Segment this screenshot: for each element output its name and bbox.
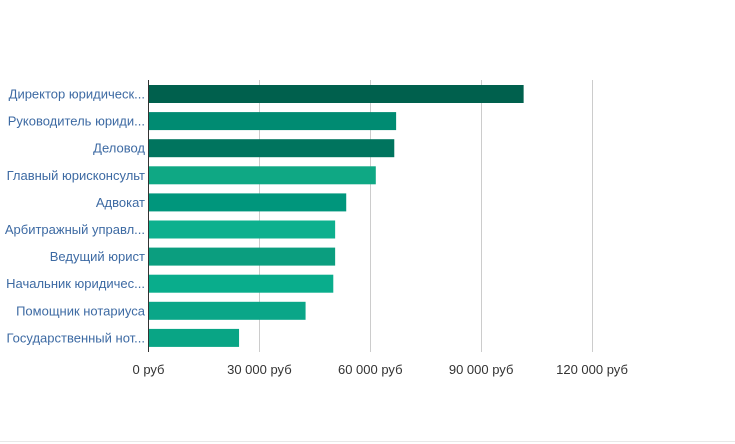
bar-1[interactable] [149, 112, 397, 131]
category-label-8: Помощник нотариуса [16, 303, 146, 318]
x-tick-label-4: 120 000 руб [556, 362, 628, 377]
bars [149, 85, 524, 347]
category-label-0: Директор юридическ... [9, 87, 145, 102]
x-tick-label-0: 0 руб [132, 362, 164, 377]
category-labels: Директор юридическ... Руководитель юриди.… [5, 87, 146, 346]
bar-5[interactable] [149, 220, 336, 239]
category-label-1: Руководитель юриди... [8, 114, 145, 129]
bar-0[interactable] [149, 85, 524, 103]
bar-9[interactable] [149, 328, 240, 347]
bar-6[interactable] [149, 247, 336, 266]
bar-8[interactable] [149, 301, 306, 320]
category-label-7: Начальник юридичес... [6, 276, 145, 291]
x-tick-labels: 0 руб 30 000 руб 60 000 руб 90 000 руб 120 0… [132, 362, 627, 377]
category-label-4: Адвокат [96, 195, 145, 210]
bar-3[interactable] [149, 166, 376, 185]
bar-7[interactable] [149, 274, 334, 293]
bottom-divider [0, 441, 735, 442]
category-label-2: Деловод [93, 141, 145, 156]
category-label-5: Арбитражный управл... [5, 222, 145, 237]
x-tick-label-3: 90 000 руб [449, 362, 514, 377]
category-label-9: Государственный нот... [6, 330, 145, 345]
bar-2[interactable] [149, 139, 395, 158]
x-tick-label-2: 60 000 руб [338, 362, 403, 377]
bar-4[interactable] [149, 193, 347, 212]
x-tick-label-1: 30 000 руб [227, 362, 292, 377]
category-label-6: Ведущий юрист [50, 249, 145, 264]
category-label-3: Главный юрисконсульт [7, 168, 145, 183]
